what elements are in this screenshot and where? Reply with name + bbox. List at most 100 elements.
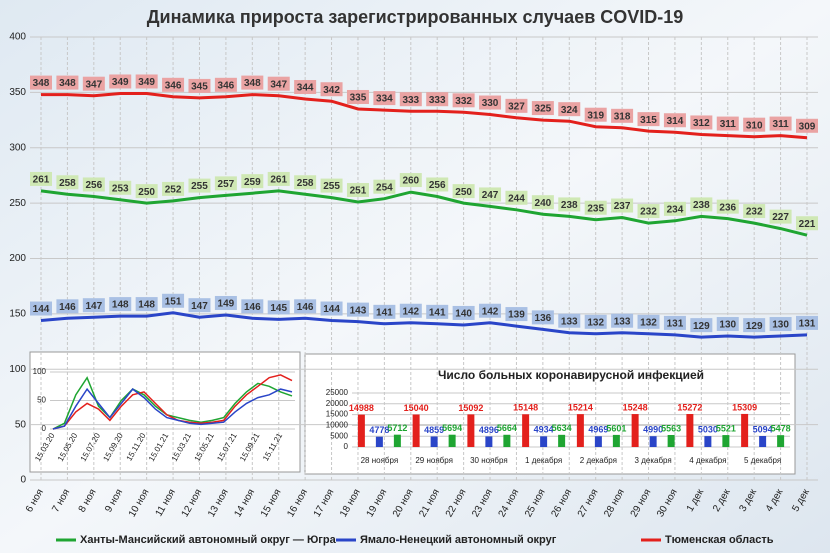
- data-label-box: [611, 313, 634, 328]
- data-label-box: [743, 204, 766, 219]
- bar: [722, 435, 730, 447]
- data-label-box: [346, 89, 369, 104]
- data-label-box: [690, 318, 713, 333]
- data-label: 15148: [513, 403, 538, 413]
- bar: [558, 434, 566, 447]
- data-label: 327: [508, 101, 525, 112]
- data-label: 4969: [588, 425, 608, 435]
- data-label-box: [637, 204, 660, 219]
- data-label-box: [294, 80, 317, 95]
- data-label-box: [584, 314, 607, 329]
- data-label-box: [479, 303, 502, 318]
- x-tick-label: 5 декабря: [744, 456, 781, 465]
- data-label: 335: [350, 93, 367, 104]
- y-tick-label: 25000: [326, 388, 349, 397]
- data-label: 244: [508, 193, 525, 204]
- data-label: 148: [138, 300, 155, 311]
- data-label-box: [796, 118, 818, 133]
- data-label-box: [241, 299, 264, 314]
- data-label-box: [426, 177, 449, 192]
- data-label: 5563: [661, 423, 681, 433]
- data-label-box: [241, 174, 264, 189]
- data-label: 15214: [568, 403, 593, 413]
- bar: [357, 414, 365, 447]
- data-label-box: [426, 92, 449, 107]
- data-label: 333: [402, 95, 419, 106]
- data-label: 349: [138, 77, 155, 88]
- data-label: 332: [455, 96, 472, 107]
- bar: [667, 434, 675, 447]
- data-label-box: [214, 295, 237, 310]
- data-label: 131: [799, 319, 816, 330]
- y-tick-label: 100: [33, 367, 47, 376]
- data-label-box: [267, 300, 290, 315]
- data-label-box: [663, 315, 686, 330]
- data-label: 130: [719, 320, 736, 331]
- data-label: 311: [773, 119, 790, 130]
- data-label-box: [637, 314, 660, 329]
- data-label-box: [716, 116, 739, 131]
- data-label: 15248: [623, 402, 648, 412]
- data-label: 136: [535, 313, 552, 324]
- data-label-box: [267, 171, 290, 186]
- data-label: 348: [59, 78, 76, 89]
- data-label: 149: [218, 299, 235, 310]
- chart-title: Число больных коронавирусной инфекцией: [438, 368, 704, 382]
- data-label-box: [796, 315, 818, 330]
- data-label-box: [56, 175, 79, 190]
- bar: [777, 435, 785, 447]
- data-label: 348: [33, 78, 50, 89]
- series-line: [52, 376, 293, 430]
- data-label: 250: [138, 187, 155, 198]
- data-label: 255: [191, 181, 208, 192]
- data-label: 147: [85, 301, 102, 312]
- data-label: 253: [112, 183, 129, 194]
- y-tick-label: 400: [9, 32, 26, 43]
- data-label-box: [637, 112, 660, 127]
- data-label: 15092: [458, 403, 483, 413]
- data-label-box: [426, 304, 449, 319]
- data-label: 258: [297, 178, 314, 189]
- data-label: 151: [165, 296, 182, 307]
- data-label: 147: [191, 301, 208, 312]
- data-label: 5030: [698, 425, 718, 435]
- data-label-box: [558, 102, 581, 117]
- bar: [686, 414, 694, 447]
- data-label-box: [135, 184, 158, 199]
- bar: [759, 435, 767, 447]
- data-label: 129: [746, 321, 763, 332]
- data-label: 232: [746, 207, 763, 218]
- data-label: 143: [350, 305, 367, 316]
- x-tick-label: 3 декабря: [635, 456, 672, 465]
- data-label-box: [584, 200, 607, 215]
- data-label-box: [690, 197, 713, 212]
- y-tick-label: 0: [20, 475, 26, 486]
- y-tick-label: 20000: [326, 399, 349, 408]
- data-label: 319: [587, 110, 604, 121]
- data-label-box: [373, 179, 396, 194]
- data-label-box: [135, 74, 158, 89]
- data-label-box: [663, 113, 686, 128]
- data-label-box: [373, 91, 396, 106]
- data-label: 238: [561, 200, 578, 211]
- data-label: 142: [482, 306, 499, 317]
- data-label: 235: [587, 203, 604, 214]
- data-label-box: [267, 76, 290, 91]
- data-label-box: [505, 190, 528, 205]
- data-label: 221: [799, 219, 816, 230]
- data-label-box: [558, 197, 581, 212]
- x-tick-label: 28 ноября: [361, 456, 399, 465]
- data-label: 4778: [369, 425, 389, 435]
- data-label: 146: [297, 302, 314, 313]
- data-label-box: [479, 95, 502, 110]
- data-label-box: [716, 317, 739, 332]
- data-label-box: [30, 301, 52, 316]
- data-label: 5601: [606, 423, 626, 433]
- data-label-box: [320, 82, 343, 97]
- data-label: 5094: [753, 424, 773, 434]
- data-label-box: [241, 75, 264, 90]
- data-label-box: [796, 216, 818, 231]
- bar: [503, 434, 511, 447]
- bar: [448, 434, 456, 447]
